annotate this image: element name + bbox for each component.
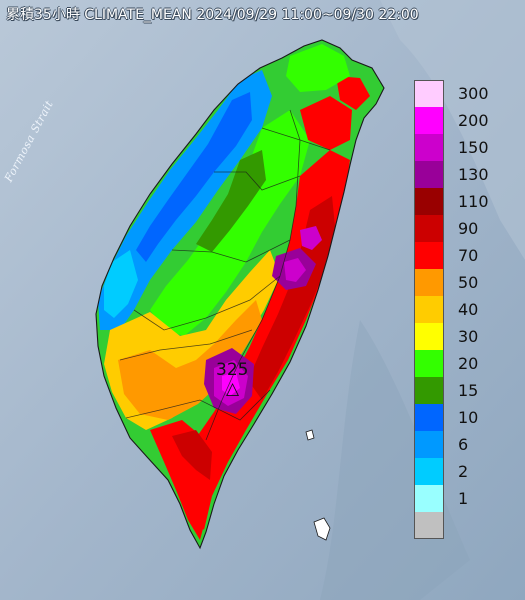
legend-row bbox=[414, 512, 518, 539]
legend-swatch bbox=[414, 323, 444, 350]
legend-swatch bbox=[414, 134, 444, 161]
legend-swatch bbox=[414, 404, 444, 431]
rainfall-field bbox=[98, 44, 370, 540]
legend-swatch bbox=[414, 161, 444, 188]
rainfall-legend: 300 200 150 130 110 90 70 50 40 30 20 15 10 6 2 1 bbox=[414, 80, 518, 539]
legend-row: 15 bbox=[414, 377, 518, 404]
legend-swatch bbox=[414, 350, 444, 377]
legend-swatch bbox=[414, 431, 444, 458]
coastline bbox=[95, 39, 385, 550]
legend-label: 20 bbox=[458, 354, 479, 373]
legend-label: 30 bbox=[458, 327, 479, 346]
legend-label: 200 bbox=[458, 111, 489, 130]
legend-label: 40 bbox=[458, 300, 479, 319]
legend-row: 150 bbox=[414, 134, 518, 161]
legend-swatch bbox=[414, 107, 444, 134]
legend-label: 300 bbox=[458, 84, 489, 103]
legend-label: 2 bbox=[458, 462, 469, 481]
legend-swatch bbox=[414, 80, 444, 107]
legend-swatch bbox=[414, 242, 444, 269]
legend-row: 1 bbox=[414, 485, 518, 512]
legend-swatch bbox=[414, 512, 444, 539]
legend-swatch bbox=[414, 458, 444, 485]
legend-row: 40 bbox=[414, 296, 518, 323]
sea-shade bbox=[380, 0, 525, 260]
orchid-island bbox=[313, 517, 331, 541]
legend-label: 10 bbox=[458, 408, 479, 427]
legend-row: 50 bbox=[414, 269, 518, 296]
legend-label: 15 bbox=[458, 381, 479, 400]
legend-swatch bbox=[414, 485, 444, 512]
legend-swatch bbox=[414, 188, 444, 215]
legend-row: 90 bbox=[414, 215, 518, 242]
max-location-triangle-icon: △ bbox=[226, 379, 240, 399]
legend-label: 150 bbox=[458, 138, 489, 157]
legend-row: 110 bbox=[414, 188, 518, 215]
legend-label: 50 bbox=[458, 273, 479, 292]
legend-swatch bbox=[414, 269, 444, 296]
legend-row: 2 bbox=[414, 458, 518, 485]
legend-row: 200 bbox=[414, 107, 518, 134]
legend-row: 6 bbox=[414, 431, 518, 458]
legend-label: 90 bbox=[458, 219, 479, 238]
legend-label: 130 bbox=[458, 165, 489, 184]
legend-row: 70 bbox=[414, 242, 518, 269]
legend-label: 70 bbox=[458, 246, 479, 265]
map-title: 累積35小時 CLIMATE_MEAN 2024/09/29 11:00~09/… bbox=[6, 7, 419, 23]
county-boundaries bbox=[119, 109, 331, 441]
legend-label: 110 bbox=[458, 192, 489, 211]
legend-label: 1 bbox=[458, 489, 469, 508]
max-rainfall-value: 325 bbox=[216, 360, 249, 380]
legend-row: 130 bbox=[414, 161, 518, 188]
legend-row: 300 bbox=[414, 80, 518, 107]
legend-swatch bbox=[414, 215, 444, 242]
legend-row: 10 bbox=[414, 404, 518, 431]
legend-swatch bbox=[414, 296, 444, 323]
legend-row: 20 bbox=[414, 350, 518, 377]
legend-swatch bbox=[414, 377, 444, 404]
legend-row: 30 bbox=[414, 323, 518, 350]
green-island bbox=[305, 429, 315, 441]
legend-label: 6 bbox=[458, 435, 469, 454]
